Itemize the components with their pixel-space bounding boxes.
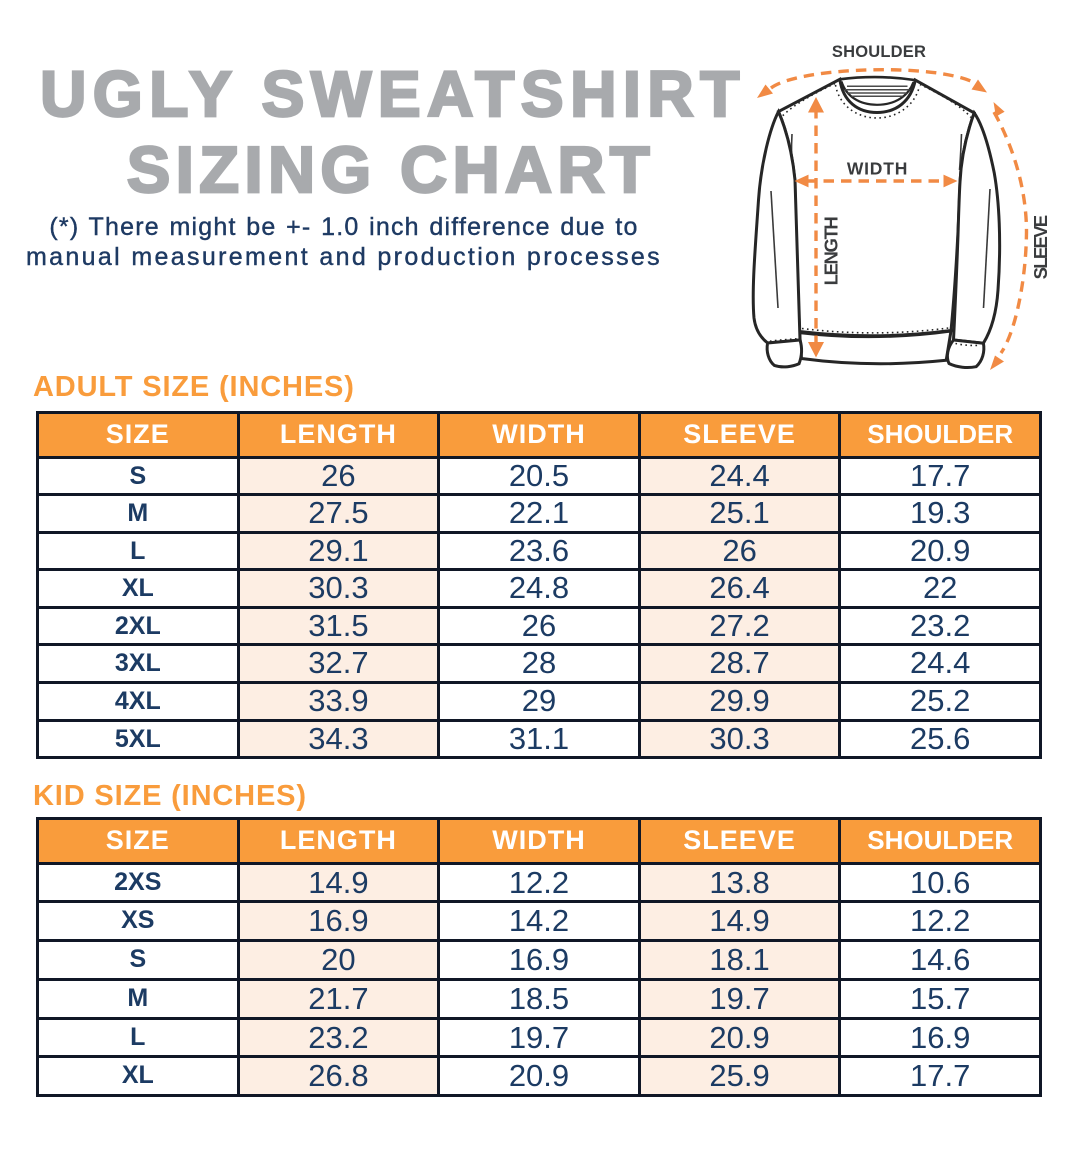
- svg-text:LENGTH: LENGTH: [820, 217, 841, 286]
- svg-text:SHOULDER: SHOULDER: [832, 43, 926, 61]
- svg-text:WIDTH: WIDTH: [847, 159, 908, 179]
- svg-text:SLEEVE: SLEEVE: [1030, 215, 1051, 279]
